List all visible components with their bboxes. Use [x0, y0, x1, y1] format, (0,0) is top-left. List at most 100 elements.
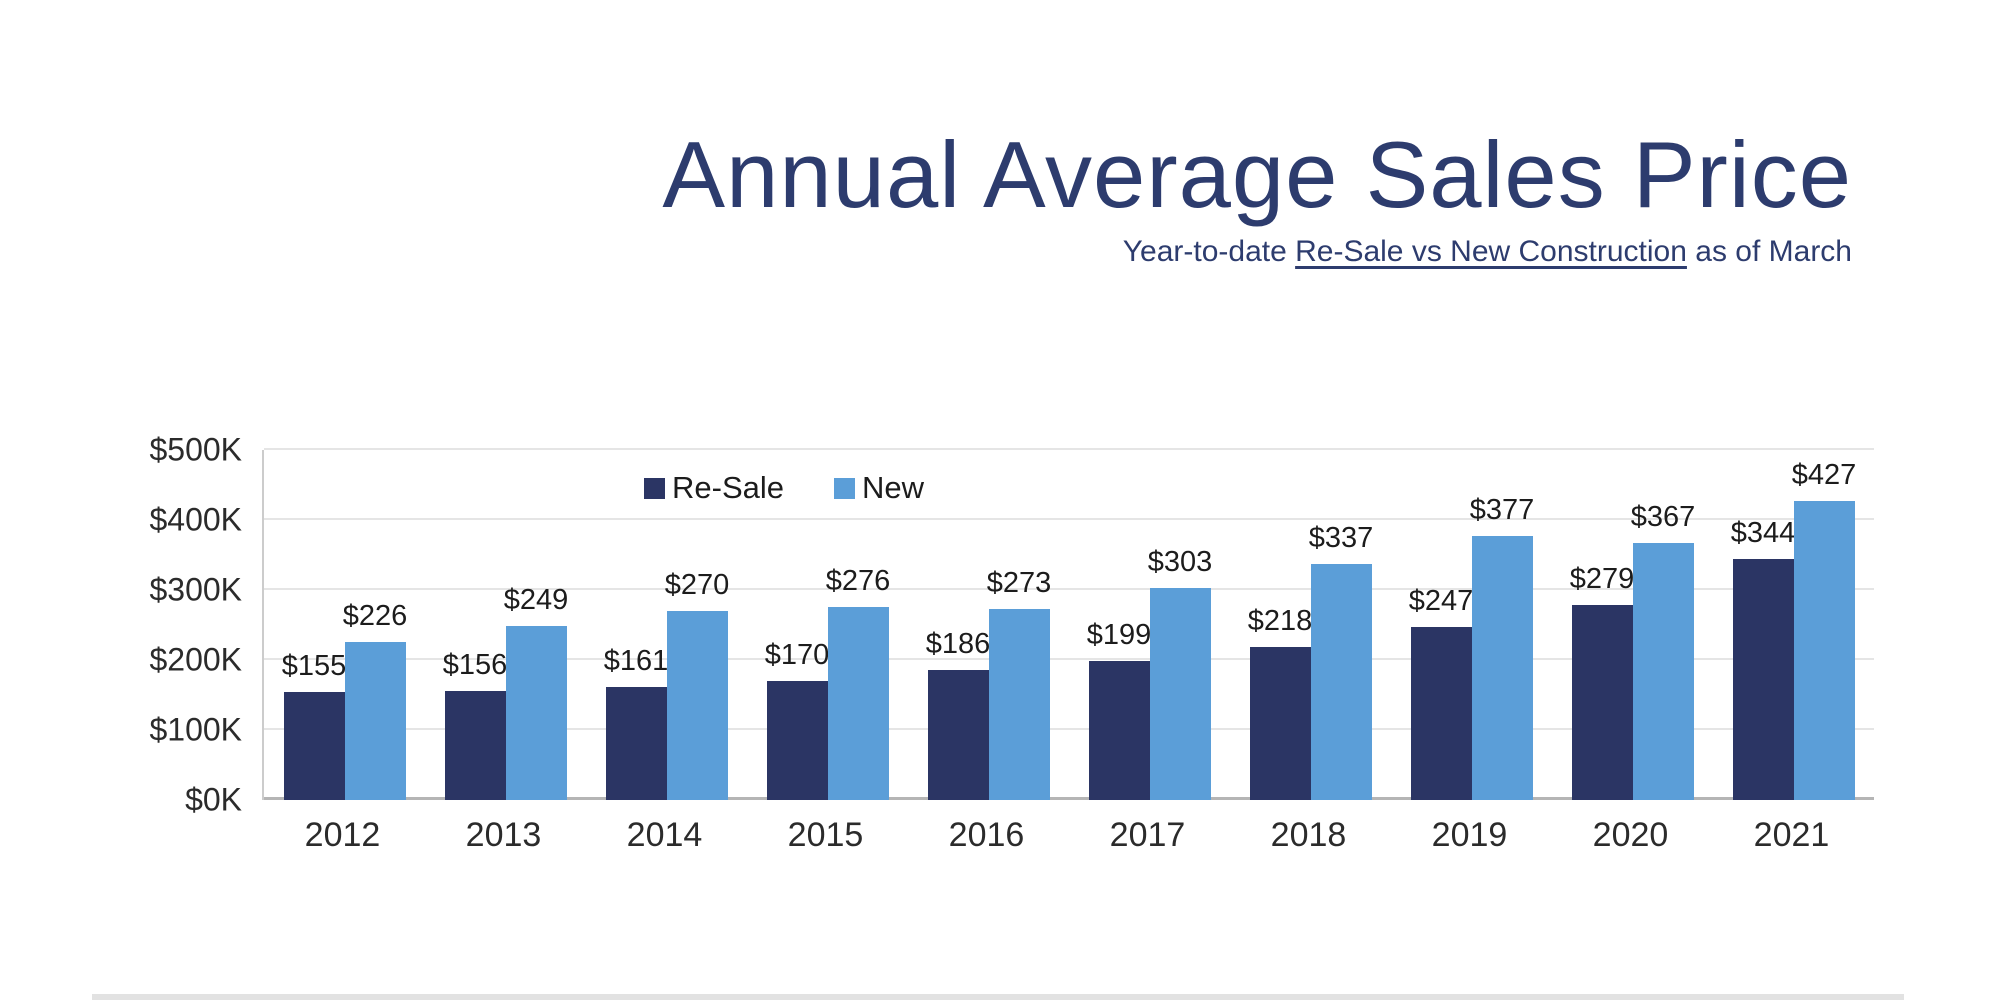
- bar-re-sale-2021: [1732, 559, 1794, 800]
- bar-group-2018: $218 $337: [1230, 450, 1391, 800]
- bar-value-label-new-2014: $270: [664, 569, 730, 601]
- y-tick-label-500k: $500K: [149, 431, 242, 468]
- bar-value-label-new-2020: $367: [1630, 501, 1696, 534]
- bar-new-2017: [1149, 587, 1211, 800]
- x-tick-label-2020: 2020: [1592, 816, 1669, 854]
- bar-value-label-re-sale-2019: $247: [1408, 585, 1474, 618]
- plot-column: Re-Sale New $155 $226 $156 $249 $161 $270 $170 $…: [262, 448, 1874, 855]
- bar-re-sale-2016: [927, 669, 989, 800]
- gridline-400k: [264, 518, 1874, 520]
- bar-re-sale-2017: [1088, 660, 1150, 800]
- bar-column-re-sale-2013: $156: [442, 450, 508, 800]
- bar-column-re-sale-2012: $155: [281, 450, 347, 800]
- bar-new-2014: [666, 611, 728, 800]
- bar-column-re-sale-2020: $279: [1569, 450, 1635, 800]
- chart-title: Annual Average Sales Price: [662, 122, 1852, 227]
- bar-group-2017: $199 $303: [1069, 450, 1230, 800]
- bar-column-re-sale-2021: $344: [1731, 450, 1795, 800]
- bar-value-label-new-2017: $303: [1147, 545, 1213, 578]
- subtitle-suffix: as of March: [1686, 234, 1852, 268]
- bar-value-label-new-2021: $427: [1791, 459, 1857, 492]
- x-tick-label-2014: 2014: [626, 816, 703, 854]
- chart-subtitle: Year-to-date Re-Sale vs New Construction…: [662, 235, 1852, 269]
- bar-re-sale-2020: [1571, 604, 1633, 800]
- bar-value-label-new-2012: $226: [342, 599, 408, 632]
- bar-value-label-re-sale-2020: $279: [1569, 562, 1635, 595]
- bar-re-sale-2014: [605, 687, 667, 800]
- gridline-100k: [264, 728, 1874, 730]
- bar-value-label-re-sale-2017: $199: [1086, 618, 1152, 651]
- x-tick-label-2017: 2017: [1109, 816, 1186, 854]
- bar-column-new-2012: $226: [342, 450, 408, 800]
- bar-value-label-re-sale-2018: $218: [1247, 605, 1313, 638]
- gridline-200k: [264, 658, 1874, 660]
- x-tick-label-2012: 2012: [304, 816, 381, 854]
- footer-edge: [92, 994, 1904, 1000]
- bar-column-new-2018: $337: [1308, 450, 1374, 800]
- bar-column-new-2021: $427: [1791, 450, 1857, 800]
- bar-column-new-2013: $249: [503, 450, 569, 800]
- legend-swatch-new: [834, 477, 855, 499]
- bar-new-2018: [1310, 564, 1372, 800]
- x-tick-label-2018: 2018: [1270, 816, 1347, 854]
- y-tick-label-400k: $400K: [149, 501, 242, 538]
- x-tick-label-2013: 2013: [465, 816, 542, 854]
- subtitle-underlined-phrase: Re-Sale vs New Construction: [1295, 234, 1687, 268]
- chart-header: Annual Average Sales Price Year-to-date …: [662, 122, 1852, 269]
- legend-swatch-re-sale: [644, 477, 665, 499]
- x-axis: 2012 2013 2014 2015 2016 2017 2018 2019 2020 2021: [262, 816, 1872, 855]
- bar-new-2020: [1632, 543, 1694, 800]
- legend-label-re-sale: Re-Sale: [672, 470, 784, 505]
- bar-group-2013: $156 $249: [425, 450, 586, 800]
- bar-value-label-re-sale-2012: $155: [281, 649, 347, 682]
- gridline-300k: [264, 588, 1874, 590]
- bar-group-2015: $170 $276: [747, 450, 908, 800]
- bar-column-re-sale-2015: $170: [764, 450, 830, 800]
- bar-value-label-new-2019: $377: [1469, 494, 1535, 527]
- legend-item-re-sale: Re-Sale: [644, 470, 784, 506]
- bar-re-sale-2012: [283, 691, 345, 800]
- x-tick-label-2016: 2016: [948, 816, 1025, 854]
- bar-column-new-2019: $377: [1469, 450, 1535, 800]
- x-tick-label-2019: 2019: [1431, 816, 1508, 854]
- bar-chart: $0K $100K $200K $300K $400K $500K Re-Sale New …: [140, 432, 1874, 855]
- bar-group-2020: $279 $367: [1552, 450, 1713, 800]
- bar-re-sale-2019: [1410, 627, 1472, 800]
- bar-value-label-re-sale-2014: $161: [603, 645, 669, 678]
- y-tick-label-0k: $0K: [185, 781, 242, 818]
- bar-column-new-2015: $276: [825, 450, 891, 800]
- bar-group-2012: $155 $226: [264, 450, 425, 800]
- bar-re-sale-2013: [444, 690, 506, 800]
- bar-column-re-sale-2017: $199: [1086, 450, 1152, 800]
- bar-column-re-sale-2018: $218: [1247, 450, 1313, 800]
- bar-group-2014: $161 $270: [586, 450, 747, 800]
- bar-new-2019: [1471, 536, 1533, 800]
- gridline-500k: [264, 448, 1874, 450]
- bar-value-label-new-2015: $276: [825, 564, 891, 597]
- bar-groups: $155 $226 $156 $249 $161 $270 $170 $276 $186 $273…: [264, 450, 1874, 800]
- bar-new-2012: [344, 641, 406, 800]
- bar-group-2016: $186 $273: [908, 450, 1069, 800]
- bar-re-sale-2018: [1249, 647, 1311, 800]
- bar-new-2016: [988, 608, 1050, 800]
- bar-new-2015: [827, 606, 889, 800]
- legend-label-new: New: [862, 470, 925, 505]
- bar-value-label-re-sale-2015: $170: [764, 639, 830, 671]
- bar-value-label-new-2013: $249: [503, 583, 569, 616]
- bar-column-re-sale-2016: $186: [926, 450, 990, 800]
- y-tick-label-100k: $100K: [149, 711, 242, 748]
- bar-column-new-2017: $303: [1147, 450, 1213, 800]
- bar-column-re-sale-2014: $161: [603, 450, 669, 800]
- plot-area: Re-Sale New $155 $226 $156 $249 $161 $270 $170 $…: [262, 448, 1874, 800]
- bar-value-label-re-sale-2013: $156: [442, 648, 508, 681]
- bar-new-2013: [505, 625, 567, 800]
- bar-column-re-sale-2019: $247: [1408, 450, 1474, 800]
- bar-group-2019: $247 $377: [1391, 450, 1552, 800]
- y-axis: $0K $100K $200K $300K $400K $500K: [140, 432, 262, 818]
- bar-value-label-new-2018: $337: [1308, 522, 1374, 555]
- y-tick-label-300k: $300K: [149, 571, 242, 608]
- bar-column-new-2016: $273: [987, 450, 1051, 800]
- bar-re-sale-2015: [766, 681, 828, 800]
- x-tick-label-2021: 2021: [1753, 816, 1830, 854]
- bar-column-new-2020: $367: [1630, 450, 1696, 800]
